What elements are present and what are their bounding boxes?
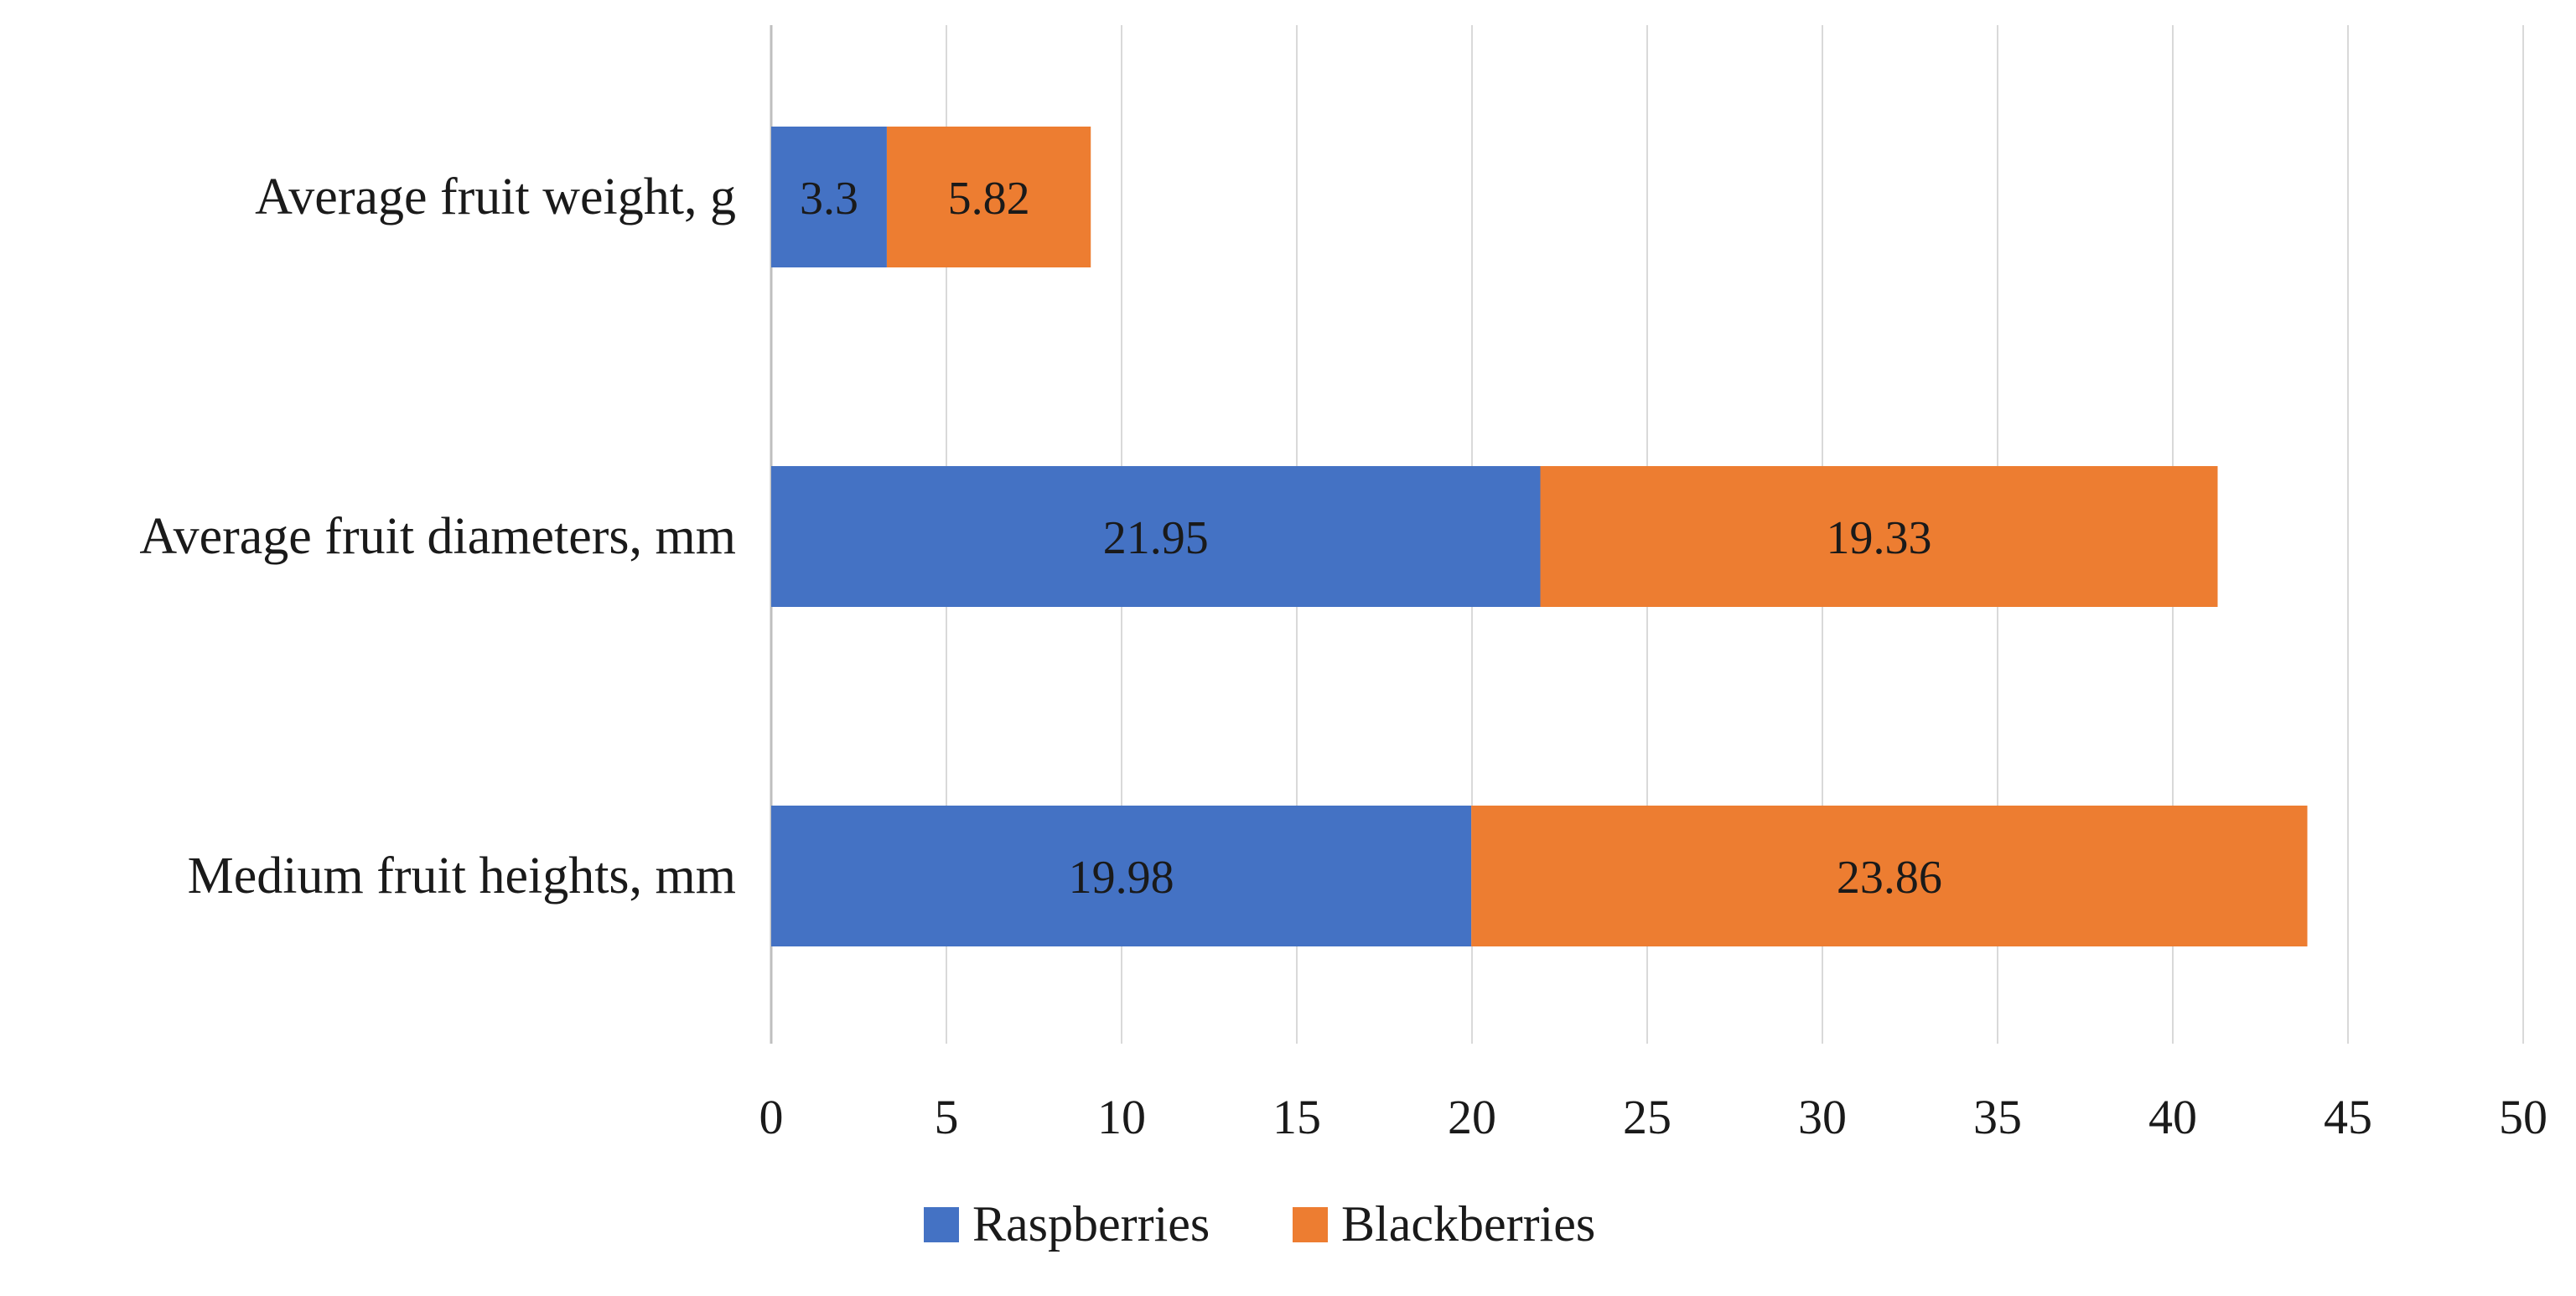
bar-blackberries-0	[886, 127, 1091, 267]
bar-raspberries-0	[771, 127, 887, 267]
legend-swatch-raspberries	[924, 1207, 959, 1242]
category-label: Average fruit weight, g	[255, 168, 736, 226]
x-tick-label: 0	[759, 1090, 784, 1144]
legend: Raspberries Blackberries	[924, 1196, 1595, 1252]
x-tick-label: 15	[1272, 1090, 1321, 1144]
x-tick-label: 50	[2499, 1090, 2547, 1144]
bar-blackberries-2	[1471, 806, 2308, 946]
category-labels: Average fruit weight, g Average fruit dia…	[139, 168, 736, 905]
x-tick-label: 40	[2148, 1090, 2197, 1144]
x-tick-label: 30	[1798, 1090, 1847, 1144]
x-axis-ticks: 0 5 10 15 20 25 30 35 40 45 50	[759, 1090, 2548, 1144]
data-label: 5.82	[948, 173, 1030, 225]
x-tick-label: 5	[935, 1090, 959, 1144]
legend-label-blackberries: Blackberries	[1341, 1196, 1595, 1252]
legend-label-raspberries: Raspberries	[972, 1196, 1210, 1252]
x-tick-label: 45	[2324, 1090, 2372, 1144]
category-label: Average fruit diameters, mm	[139, 508, 736, 565]
x-tick-label: 20	[1448, 1090, 1496, 1144]
x-tick-label: 10	[1097, 1090, 1146, 1144]
x-tick-label: 25	[1623, 1090, 1672, 1144]
x-tick-label: 35	[1973, 1090, 2022, 1144]
bar-raspberries-2	[771, 806, 1472, 946]
category-label: Medium fruit heights, mm	[188, 848, 736, 905]
data-label: 19.33	[1827, 512, 1932, 564]
bars: 3.3 5.82 21.95 19.33 19.98 23.86	[771, 127, 2308, 946]
bar-blackberries-1	[1540, 466, 2218, 607]
data-label: 23.86	[1837, 852, 1942, 904]
data-label: 21.95	[1103, 512, 1209, 564]
data-label: 3.3	[800, 173, 858, 225]
bar-raspberries-1	[771, 466, 1541, 607]
legend-swatch-blackberries	[1293, 1207, 1328, 1242]
data-label: 19.98	[1069, 852, 1174, 904]
